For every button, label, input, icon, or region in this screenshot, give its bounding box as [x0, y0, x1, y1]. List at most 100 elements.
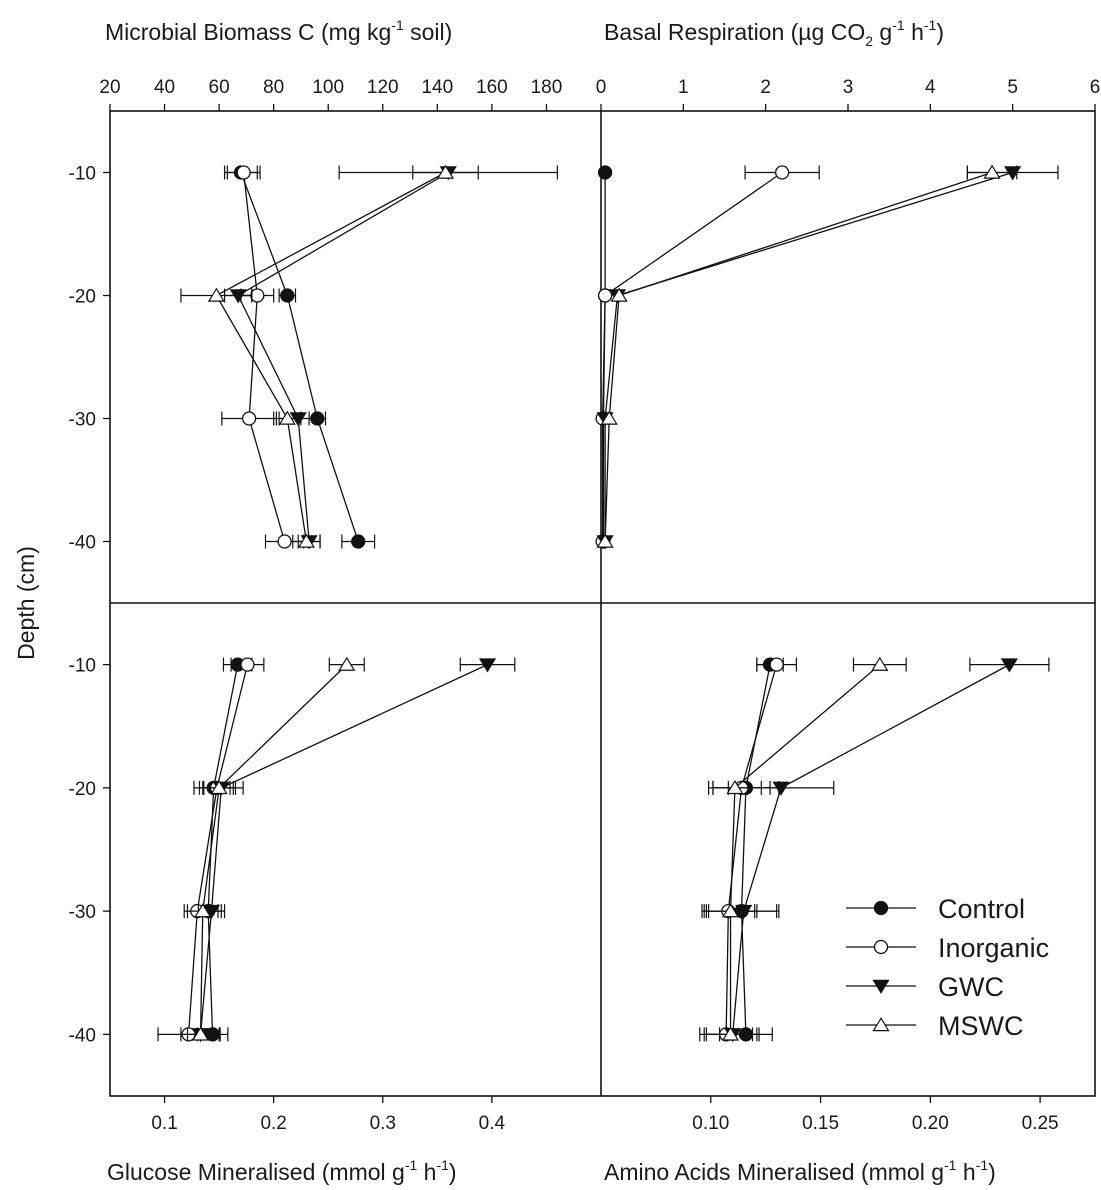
data-point	[210, 779, 228, 795]
x-tick-label: 140	[421, 77, 453, 98]
data-point	[726, 779, 744, 795]
bottom-left-axis-title: Glucose Mineralised (mmol g-1 h-1)	[107, 1157, 457, 1185]
series-line	[725, 664, 778, 1035]
data-point	[277, 534, 292, 549]
series-mswc	[703, 656, 907, 1042]
data-point	[241, 411, 257, 426]
y-tick-label: -30	[69, 902, 96, 923]
series-gwc	[223, 165, 558, 550]
axes-layer: 20 40 60 80 100 120 140 160 180 -10 -20 -30 -40 0 1 2 3 4…	[69, 77, 1101, 1134]
legend-marker	[873, 900, 889, 916]
x-tick-label: 6	[1090, 77, 1101, 98]
x-tick-label: 0.15	[802, 1113, 839, 1134]
x-tick-label: 60	[209, 77, 230, 98]
data-point	[436, 164, 455, 179]
series-line	[740, 664, 771, 1035]
x-tick-label: 160	[476, 77, 508, 98]
x-tick-label: 120	[367, 77, 399, 98]
legend-label: MSWC	[938, 1011, 1023, 1041]
series-control	[705, 657, 784, 1042]
y-tick-label: -20	[69, 287, 96, 308]
data-point	[721, 1026, 740, 1041]
legend-marker	[873, 939, 889, 955]
legend-label: Control	[938, 894, 1025, 924]
series-line	[601, 171, 783, 542]
x-tick-label: 4	[925, 77, 936, 98]
data-point	[610, 287, 628, 302]
data-point	[772, 781, 790, 796]
y-axis-title: Depth (cm)	[13, 546, 39, 660]
series-gwc	[596, 165, 1059, 550]
x-tick-label: 80	[263, 77, 284, 98]
data-point	[240, 657, 255, 672]
legend-marker	[872, 979, 890, 994]
y-tick-label: -40	[69, 1025, 96, 1046]
series-control	[193, 657, 253, 1042]
series-line	[187, 664, 249, 1035]
series-line	[732, 664, 1010, 1035]
x-tick-label: 20	[99, 77, 120, 98]
series-layer	[157, 164, 1059, 1043]
x-tick-label: 0.2	[260, 1113, 286, 1134]
legend-label: Inorganic	[938, 933, 1049, 963]
legend: Control Inorganic GWC MSWC	[846, 894, 1049, 1041]
data-point	[280, 288, 295, 303]
x-tick-label: 0	[596, 77, 607, 98]
series-line	[604, 171, 993, 542]
x-tick-label: 0.1	[151, 1113, 177, 1134]
series-mswc	[180, 656, 365, 1042]
data-point	[983, 164, 1001, 179]
y-tick-label: -30	[69, 410, 96, 431]
data-point	[351, 534, 366, 549]
series-line	[199, 664, 348, 1035]
data-point	[278, 410, 296, 425]
series-line	[199, 664, 488, 1035]
series-inorganic	[221, 165, 305, 549]
series-line	[243, 172, 286, 542]
series-mswc	[180, 164, 479, 549]
y-tick-label: -40	[69, 533, 96, 554]
data-point	[194, 903, 212, 918]
data-point	[478, 658, 497, 673]
x-tick-label: 180	[531, 77, 563, 98]
data-point	[1000, 658, 1018, 673]
data-point	[191, 1026, 210, 1041]
series-inorganic	[595, 165, 820, 549]
y-tick-label: -10	[69, 164, 96, 185]
top-left-axis-title: Microbial Biomass C (mg kg-1 soil)	[105, 17, 452, 45]
x-tick-label: 1	[678, 77, 689, 98]
x-tick-label: 0.4	[479, 1113, 506, 1134]
data-point	[721, 903, 740, 918]
series-line	[215, 171, 446, 542]
legend-label: GWC	[938, 972, 1004, 1002]
series-line	[729, 664, 881, 1035]
x-tick-label: 100	[312, 77, 344, 98]
legend-item-inorganic: Inorganic	[846, 933, 1049, 963]
bottom-right-axis-title: Amino Acids Mineralised (mmol g-1 h-1)	[604, 1157, 996, 1185]
data-point	[250, 288, 265, 303]
series-line	[237, 171, 449, 542]
x-tick-label: 2	[760, 77, 771, 98]
series-inorganic	[699, 657, 798, 1042]
data-point	[774, 165, 790, 180]
x-tick-label: 3	[843, 77, 854, 98]
data-point	[207, 287, 225, 302]
data-point	[338, 656, 356, 671]
y-tick-label: -20	[69, 779, 96, 800]
series-gwc	[186, 657, 516, 1043]
series-line	[240, 172, 359, 542]
data-point	[597, 165, 613, 180]
data-point	[297, 533, 315, 548]
data-point	[597, 288, 613, 303]
top-right-axis-title: Basal Respiration (µg CO2 g-1 h-1)	[604, 17, 944, 49]
x-tick-label: 0.3	[370, 1113, 396, 1134]
series-mswc	[596, 164, 1018, 548]
y-tick-label: -10	[69, 656, 96, 677]
x-tick-label: 40	[154, 77, 175, 98]
legend-item-mswc: MSWC	[846, 1011, 1023, 1041]
data-point	[596, 533, 614, 548]
data-point	[871, 656, 889, 671]
data-point	[600, 410, 618, 425]
data-point	[236, 165, 251, 180]
